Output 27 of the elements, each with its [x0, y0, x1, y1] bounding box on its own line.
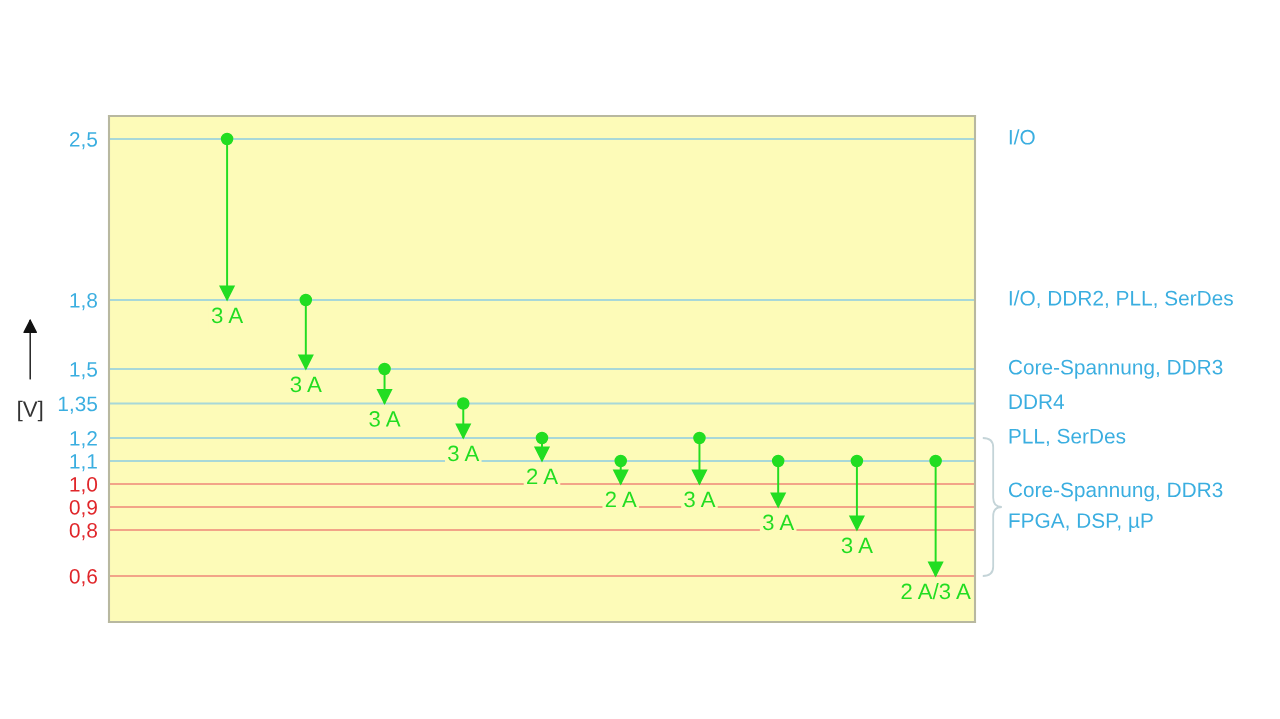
y-tick-label: 1,35	[58, 396, 98, 414]
annotation: 3 A	[841, 537, 873, 554]
y-tick-label: 1,5	[70, 362, 98, 380]
annotation: 2 A	[605, 491, 637, 508]
y-tick-label: 1,8	[70, 293, 97, 311]
annotation: 3 A	[369, 411, 401, 427]
annotation: 2 A/3 A	[901, 582, 971, 600]
ref-line-label: Core-Spannung, DDR3	[1008, 359, 1223, 379]
text: Core-Spannung, DDR3 FPGA, DSP, µP	[1008, 482, 1223, 533]
y-tick-label: 1,1	[70, 454, 97, 472]
y-tick-label: 0,8	[69, 523, 97, 541]
ref-line-label: PLL, SerDes	[1009, 428, 1126, 447]
y-tick-label: 0,6	[69, 569, 97, 587]
y-tick-label: 1,2	[70, 431, 97, 449]
y-tick-label: 2,5	[69, 132, 98, 150]
annotation: 3 A	[762, 514, 795, 531]
ref-line-label: I/O, DDR2, PLL, SerDes	[1009, 290, 1233, 309]
annotation: 3 A	[211, 307, 244, 324]
annotation: 3 A	[684, 491, 716, 508]
y-tick-label: 1,0	[70, 477, 98, 495]
annotation: 3 A	[448, 445, 480, 462]
y-axis-title: [V]	[18, 400, 43, 422]
annotation: 2 A	[527, 468, 559, 485]
ref-line-label: DDR4	[1009, 394, 1065, 409]
ref-line-label: I/O	[1009, 129, 1035, 145]
y-tick-label: 0,9	[69, 500, 97, 518]
annotation: 3 A	[290, 376, 322, 393]
